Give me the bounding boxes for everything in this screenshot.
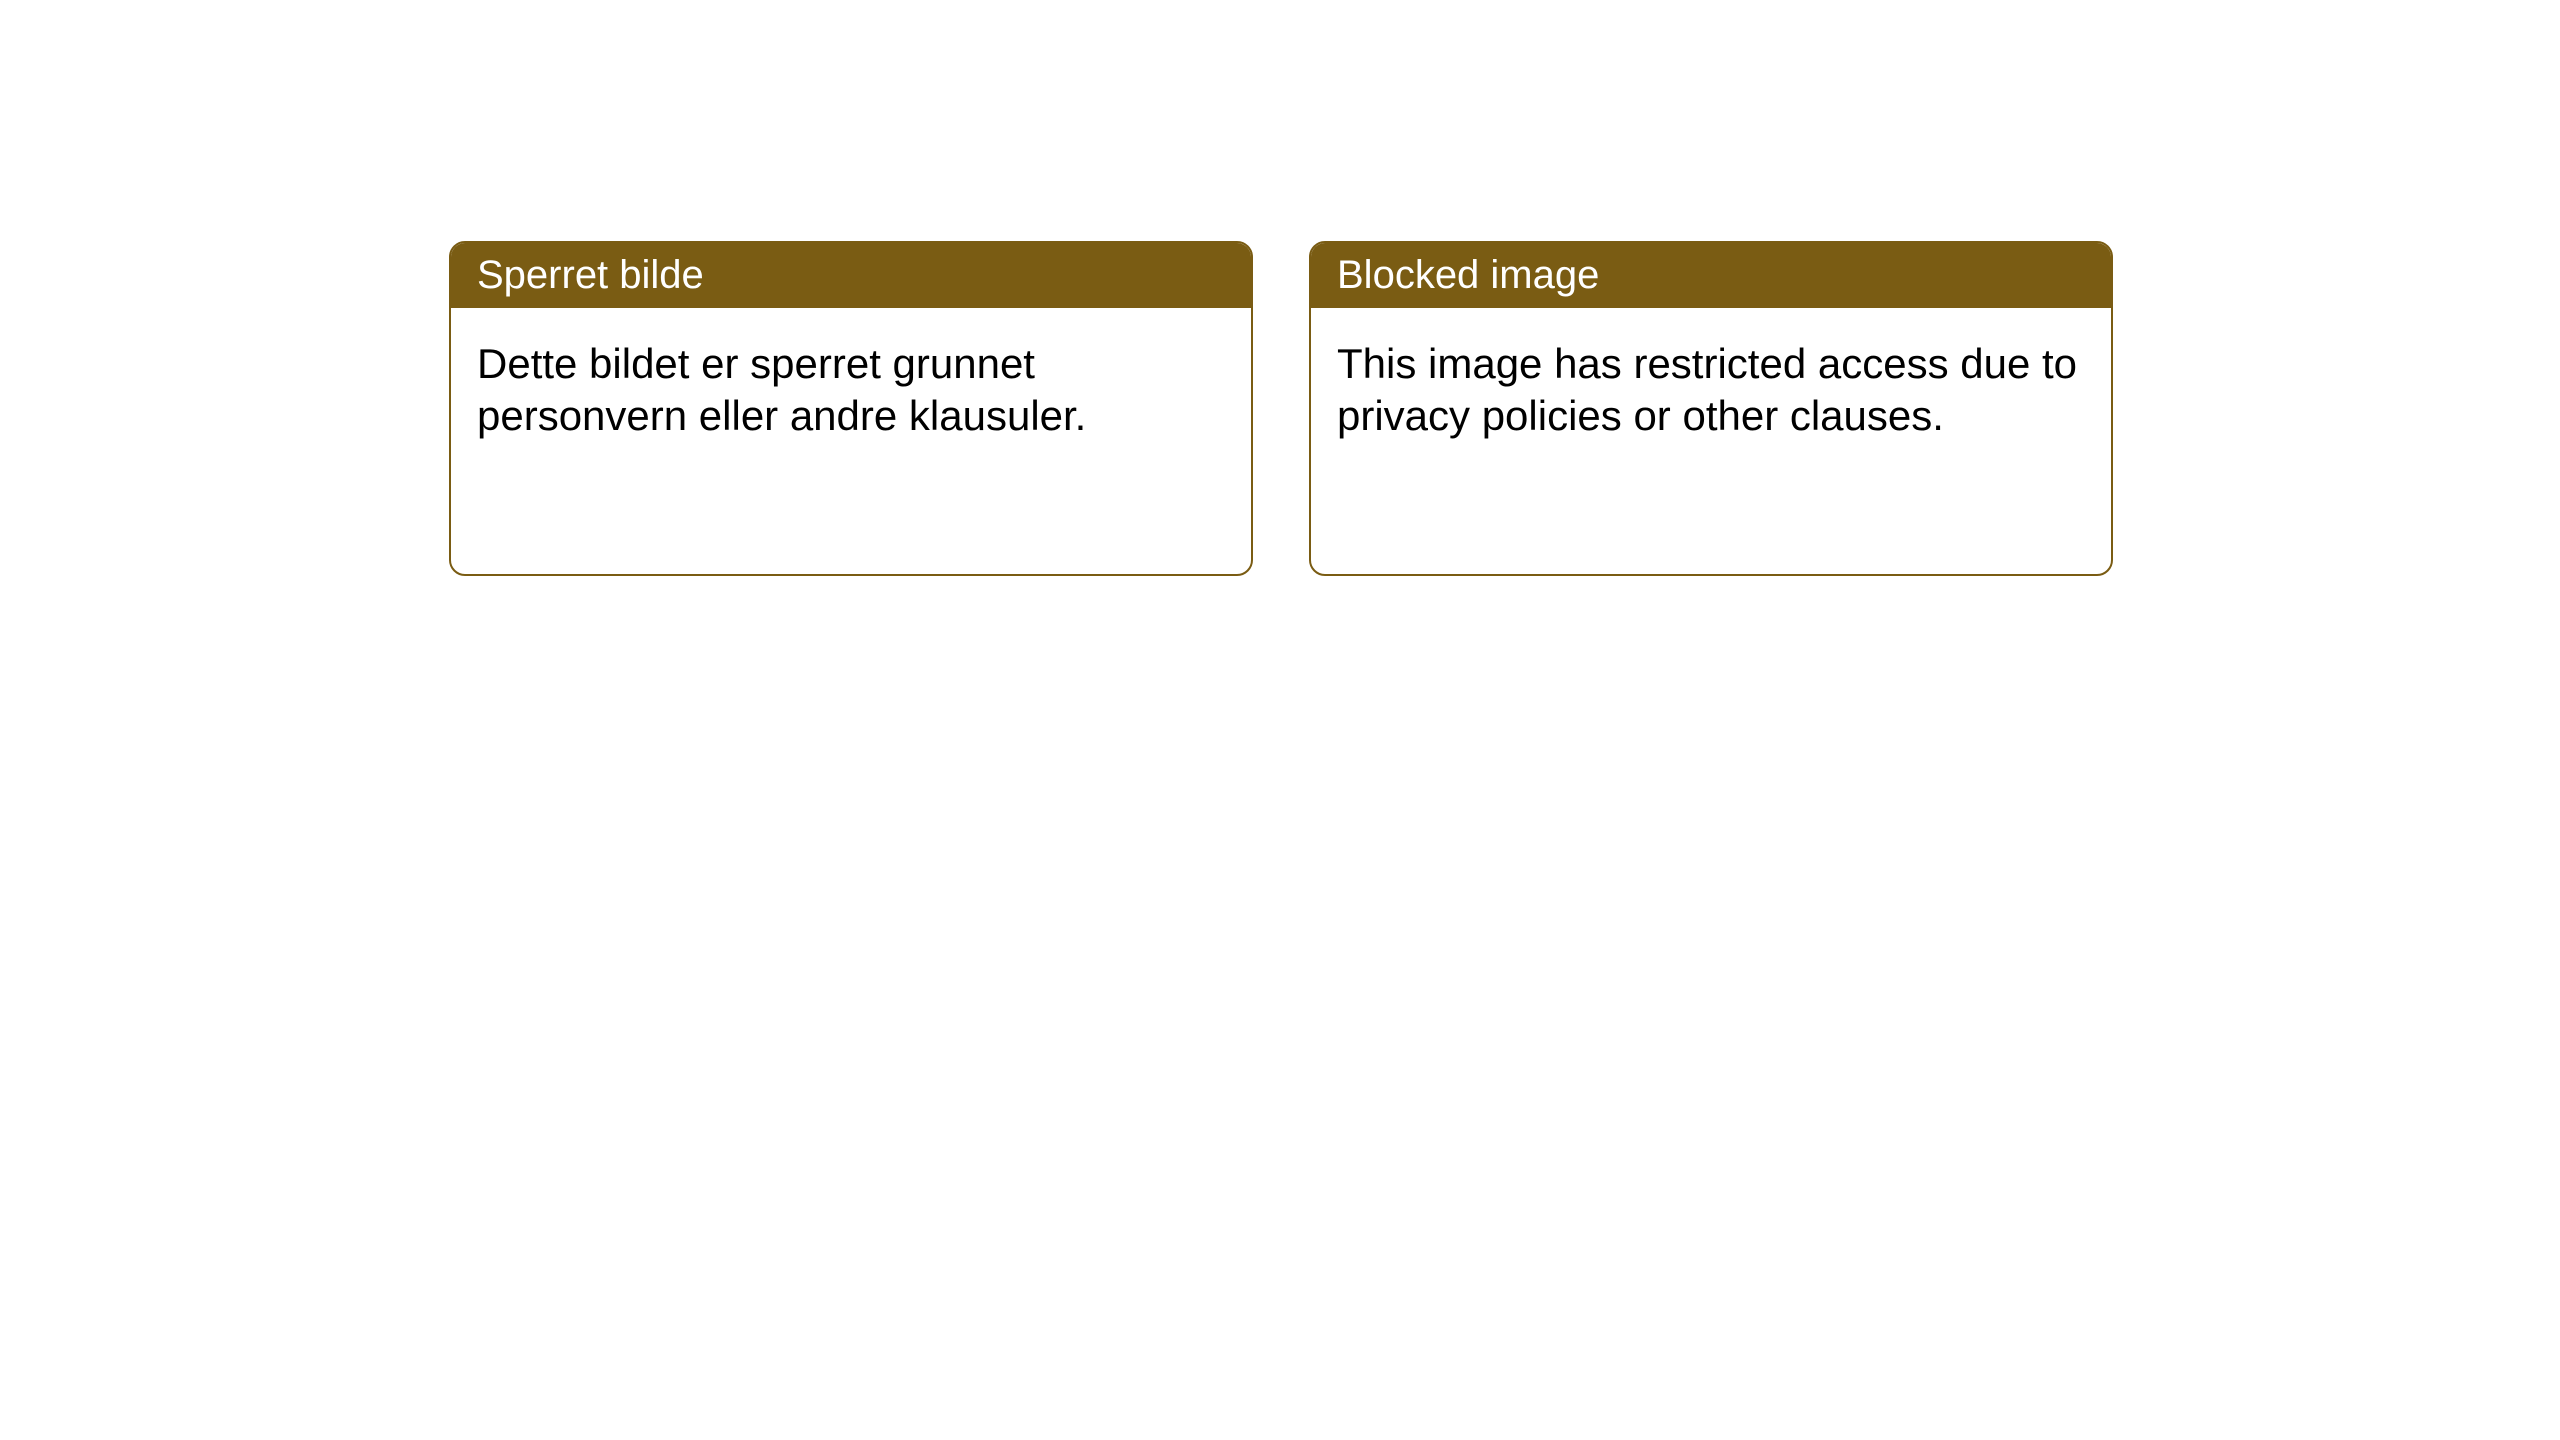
notice-cards-container: Sperret bilde Dette bildet er sperret gr…: [449, 241, 2113, 576]
card-body: This image has restricted access due to …: [1311, 308, 2111, 472]
card-body: Dette bildet er sperret grunnet personve…: [451, 308, 1251, 472]
card-title: Blocked image: [1311, 243, 2111, 308]
card-title: Sperret bilde: [451, 243, 1251, 308]
notice-card-norwegian: Sperret bilde Dette bildet er sperret gr…: [449, 241, 1253, 576]
notice-card-english: Blocked image This image has restricted …: [1309, 241, 2113, 576]
